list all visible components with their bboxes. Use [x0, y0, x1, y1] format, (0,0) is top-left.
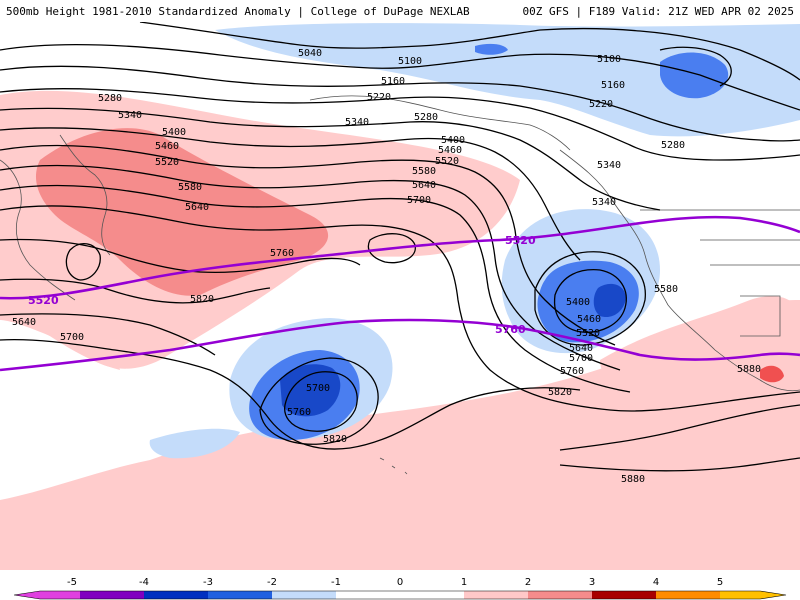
label-5760: 5760: [270, 248, 294, 259]
colorbar-tick: 1: [461, 577, 467, 588]
label-5520-mid: 5520: [435, 156, 459, 167]
label-5220-ne: 5220: [589, 99, 613, 110]
label-5220: 5220: [367, 92, 391, 103]
positive-anomaly-strong: [760, 365, 784, 383]
negative-anomaly-moderate: [249, 43, 729, 440]
label-5520-highlight-west: 5520: [28, 294, 59, 307]
colorbar-tick: -4: [139, 577, 149, 588]
label-5520: 5520: [155, 157, 179, 168]
label-5100-ne: 5100: [597, 54, 621, 65]
colorbar-segment: [14, 591, 40, 599]
colorbar-tick: 5: [717, 577, 723, 588]
label-5160-ne: 5160: [601, 80, 625, 91]
anomaly-map: 5040 5100 5160 5220 5280 5340 5400 5460 …: [0, 22, 800, 570]
label-5700-low: 5700: [306, 383, 330, 394]
label-5460-low: 5460: [577, 314, 601, 325]
label-5700-low2: 5700: [569, 353, 593, 364]
label-5880-south: 5880: [621, 474, 645, 485]
label-5640-low: 5640: [569, 343, 593, 354]
contour-labels: 5040 5100 5160 5220 5280 5340 5400 5460 …: [12, 48, 761, 485]
label-5640: 5640: [185, 202, 209, 213]
model-valid-time: 00Z GFS | F189 Valid: 21Z WED APR 02 202…: [522, 5, 794, 18]
label-5100: 5100: [398, 56, 422, 67]
label-5460: 5460: [155, 141, 179, 152]
label-5820: 5820: [190, 294, 214, 305]
colorbar-tick: 3: [589, 577, 595, 588]
colorbar-segment: [208, 591, 272, 599]
colorbar-segment: [272, 591, 336, 599]
anomaly-colorbar: -5 -4 -3 -2 -1 0 1 2 3 4 5: [0, 570, 800, 600]
label-5280-ne: 5280: [661, 140, 685, 151]
label-5760-low: 5760: [287, 407, 311, 418]
label-5760-east: 5760: [560, 366, 584, 377]
colorbar-tick: 2: [525, 577, 531, 588]
colorbar-segment: [144, 591, 208, 599]
label-5760-highlight: 5760: [495, 323, 526, 336]
label-5520-highlight-east: 5520: [505, 234, 536, 247]
colorbar-segment: [336, 591, 464, 599]
label-5700-west: 5700: [60, 332, 84, 343]
colorbar-segment: [720, 591, 760, 599]
label-5040: 5040: [298, 48, 322, 59]
colorbar-segment: [656, 591, 720, 599]
highlight-contours: [0, 215, 800, 372]
colorbar-segment: [592, 591, 656, 599]
colorbar-tick: -5: [67, 577, 77, 588]
label-5340: 5340: [118, 110, 142, 121]
label-5340-mid: 5340: [345, 117, 369, 128]
colorbar-tick: -1: [331, 577, 341, 588]
label-5820-low: 5820: [323, 434, 347, 445]
header: 500mb Height 1981-2010 Standardized Anom…: [0, 0, 800, 22]
negative-anomaly-strong: [280, 283, 626, 417]
label-5640-west: 5640: [12, 317, 36, 328]
colorbar-segment: [40, 591, 80, 599]
label-5640-mid: 5640: [412, 180, 436, 191]
colorbar-segments: [13, 590, 787, 600]
colorbar-tick: 4: [653, 577, 659, 588]
label-5520-low: 5520: [576, 328, 600, 339]
label-5400-low: 5400: [566, 297, 590, 308]
colorbar-segment: [464, 591, 528, 599]
colorbar-tick: 0: [397, 577, 403, 588]
colorbar-ticks: -5 -4 -3 -2 -1 0 1 2 3 4 5: [67, 577, 723, 588]
map-title: 500mb Height 1981-2010 Standardized Anom…: [6, 5, 470, 18]
colorbar-tick: -2: [267, 577, 277, 588]
colorbar-tick: -3: [203, 577, 213, 588]
label-5460-mid: 5460: [438, 145, 462, 156]
label-5400-mid: 5400: [441, 135, 465, 146]
label-5160: 5160: [381, 76, 405, 87]
label-5340-ne: 5340: [597, 160, 621, 171]
label-5400: 5400: [162, 127, 186, 138]
colorbar-segment: [80, 591, 144, 599]
label-5580-coast: 5580: [654, 284, 678, 295]
label-5580: 5580: [178, 182, 202, 193]
positive-anomaly-moderate: [35, 128, 329, 296]
colorbar-segment: [760, 591, 786, 599]
label-5700: 5700: [407, 195, 431, 206]
colorbar-segment: [528, 591, 592, 599]
label-5280-mid: 5280: [414, 112, 438, 123]
label-5340-coast: 5340: [592, 197, 616, 208]
label-5880-east: 5880: [737, 364, 761, 375]
label-5280: 5280: [98, 93, 122, 104]
label-5580-mid: 5580: [412, 166, 436, 177]
label-5820-east: 5820: [548, 387, 572, 398]
height-contours: [0, 22, 800, 472]
